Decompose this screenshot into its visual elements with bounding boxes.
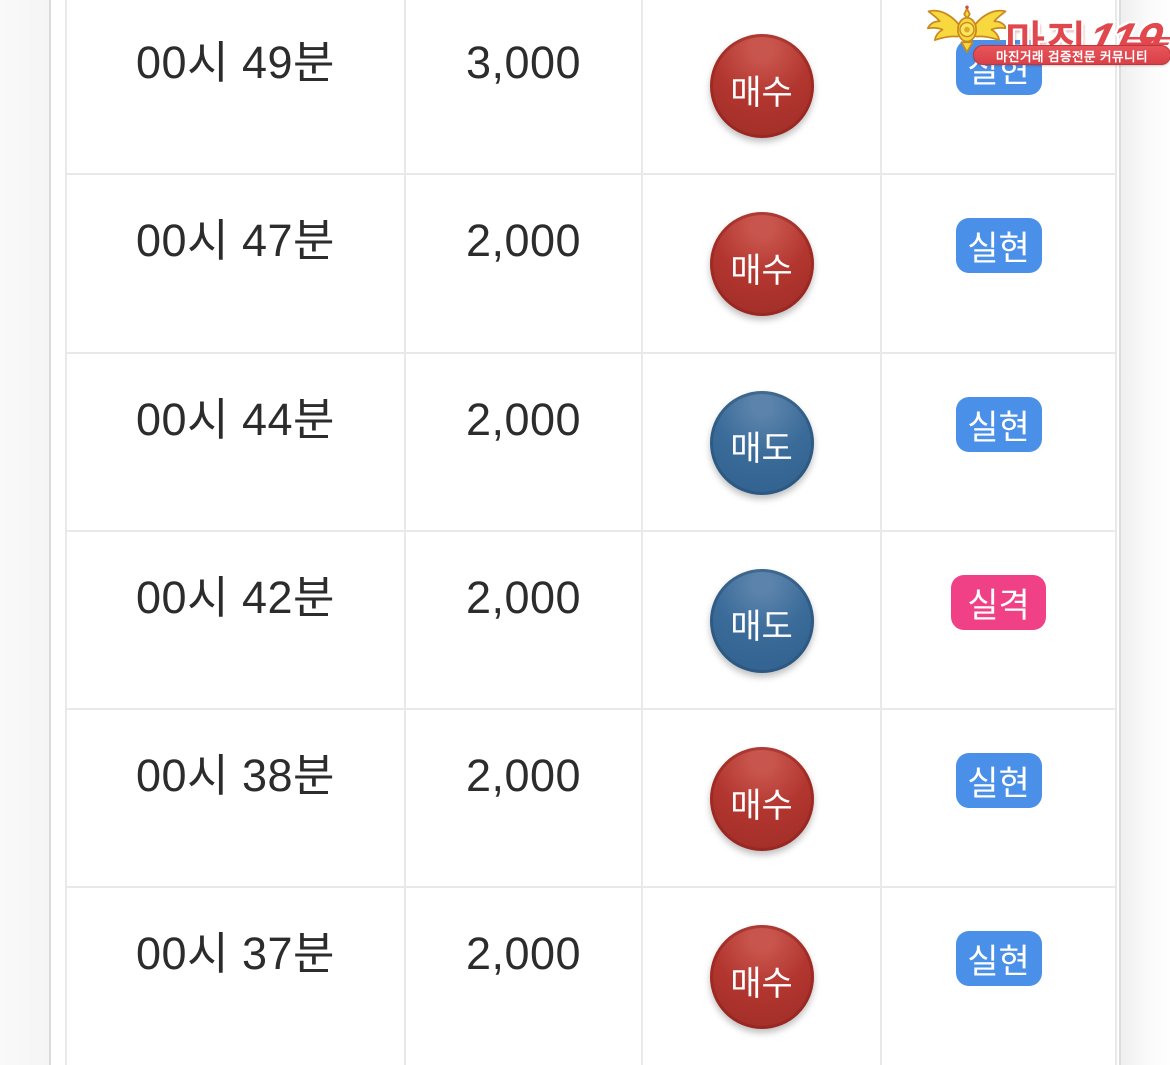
- trade-time: 00시 38분: [136, 750, 335, 802]
- logo-tagline: 마진거래 검증전문 커뮤니티: [996, 49, 1148, 64]
- table-row: 00시 44분 2,000 매도 실현: [65, 353, 1117, 532]
- side-label: 매수: [730, 251, 793, 290]
- trade-side-cell: 매수: [643, 888, 882, 1065]
- trade-status-cell: 실현: [882, 710, 1117, 889]
- side-indicator: 매수: [709, 212, 814, 317]
- trade-status-cell: 실현: [882, 353, 1117, 532]
- table-row: 00시 37분 2,000 매수 실현: [65, 888, 1117, 1065]
- status-badge: 실현: [955, 931, 1042, 987]
- status-badge: 실현: [955, 218, 1042, 274]
- trade-amount-cell: 2,000: [406, 175, 643, 354]
- side-label: 매수: [730, 73, 793, 112]
- trade-amount-cell: 2,000: [406, 531, 643, 711]
- trade-status-cell: 실현: [882, 175, 1117, 354]
- table-row: 00시 47분 2,000 매수 실현: [65, 175, 1117, 354]
- trade-time-cell: 00시 44분: [67, 353, 406, 532]
- trade-amount-cell: 2,000: [406, 888, 643, 1065]
- trade-amount: 3,000: [465, 37, 582, 88]
- trade-time-cell: 00시 49분: [67, 0, 406, 176]
- side-indicator: 매수: [709, 34, 814, 138]
- site-logo: 마진 119 마진거래 검증전문 커뮤니티: [925, 2, 1170, 67]
- trade-time: 00시 44분: [136, 393, 335, 445]
- side-label: 매도: [730, 608, 793, 647]
- trade-amount-cell: 3,000: [406, 0, 643, 176]
- status-label: 실현: [967, 765, 1030, 804]
- logo-tagline-banner: 마진거래 검증전문 커뮤니티: [973, 45, 1170, 65]
- trade-amount: 2,000: [465, 215, 582, 267]
- table-row: 00시 42분 2,000 매도 실격: [65, 531, 1117, 711]
- status-label: 실현: [967, 943, 1030, 982]
- status-badge: 실격: [951, 574, 1046, 630]
- trade-amount: 2,000: [465, 393, 582, 445]
- trade-time: 00시 49분: [136, 37, 335, 88]
- side-label: 매수: [730, 786, 793, 825]
- trade-status-cell: 실격: [882, 531, 1117, 711]
- trade-amount: 2,000: [465, 750, 582, 802]
- page-left-gutter: [0, 0, 51, 1065]
- trade-amount: 2,000: [465, 571, 582, 623]
- trade-amount-cell: 2,000: [406, 353, 643, 532]
- trade-time-cell: 00시 37분: [67, 888, 406, 1065]
- trade-side-cell: 매수: [643, 0, 882, 176]
- trade-time: 00시 47분: [136, 215, 335, 267]
- trade-side-cell: 매도: [643, 353, 882, 532]
- trade-side-cell: 매수: [643, 175, 882, 354]
- trade-time: 00시 42분: [136, 571, 335, 623]
- status-label: 실격: [967, 586, 1030, 625]
- trade-amount: 2,000: [465, 928, 582, 980]
- trade-time-cell: 00시 42분: [67, 531, 406, 711]
- table-row: 00시 38분 2,000 매수 실현: [65, 710, 1117, 889]
- eagle-emblem-icon: [926, 5, 1008, 53]
- side-indicator: 매수: [709, 925, 814, 1030]
- status-badge: 실현: [955, 396, 1042, 452]
- table-row: 00시 49분 3,000 매수 실현: [65, 0, 1117, 176]
- side-indicator: 매도: [709, 390, 814, 495]
- trade-time-cell: 00시 47분: [67, 175, 406, 354]
- status-label: 실현: [967, 408, 1030, 447]
- trade-history-table: 00시 49분 3,000 매수 실현 00시 47분 2,000 매수: [65, 0, 1117, 1065]
- trade-time-cell: 00시 38분: [67, 710, 406, 889]
- trade-status-cell: 실현: [882, 0, 1117, 176]
- side-indicator: 매수: [709, 747, 814, 852]
- status-badge: 실현: [955, 753, 1042, 809]
- page-right-gutter[interactable]: [1119, 0, 1170, 1065]
- trade-status-cell: 실현: [882, 888, 1117, 1065]
- side-label: 매도: [730, 430, 793, 469]
- trade-side-cell: 매도: [643, 531, 882, 711]
- side-indicator: 매도: [709, 568, 814, 673]
- trade-side-cell: 매수: [643, 710, 882, 889]
- status-label: 실현: [967, 230, 1030, 269]
- side-label: 매수: [730, 964, 793, 1003]
- trade-time: 00시 37분: [136, 928, 335, 980]
- trade-amount-cell: 2,000: [406, 710, 643, 889]
